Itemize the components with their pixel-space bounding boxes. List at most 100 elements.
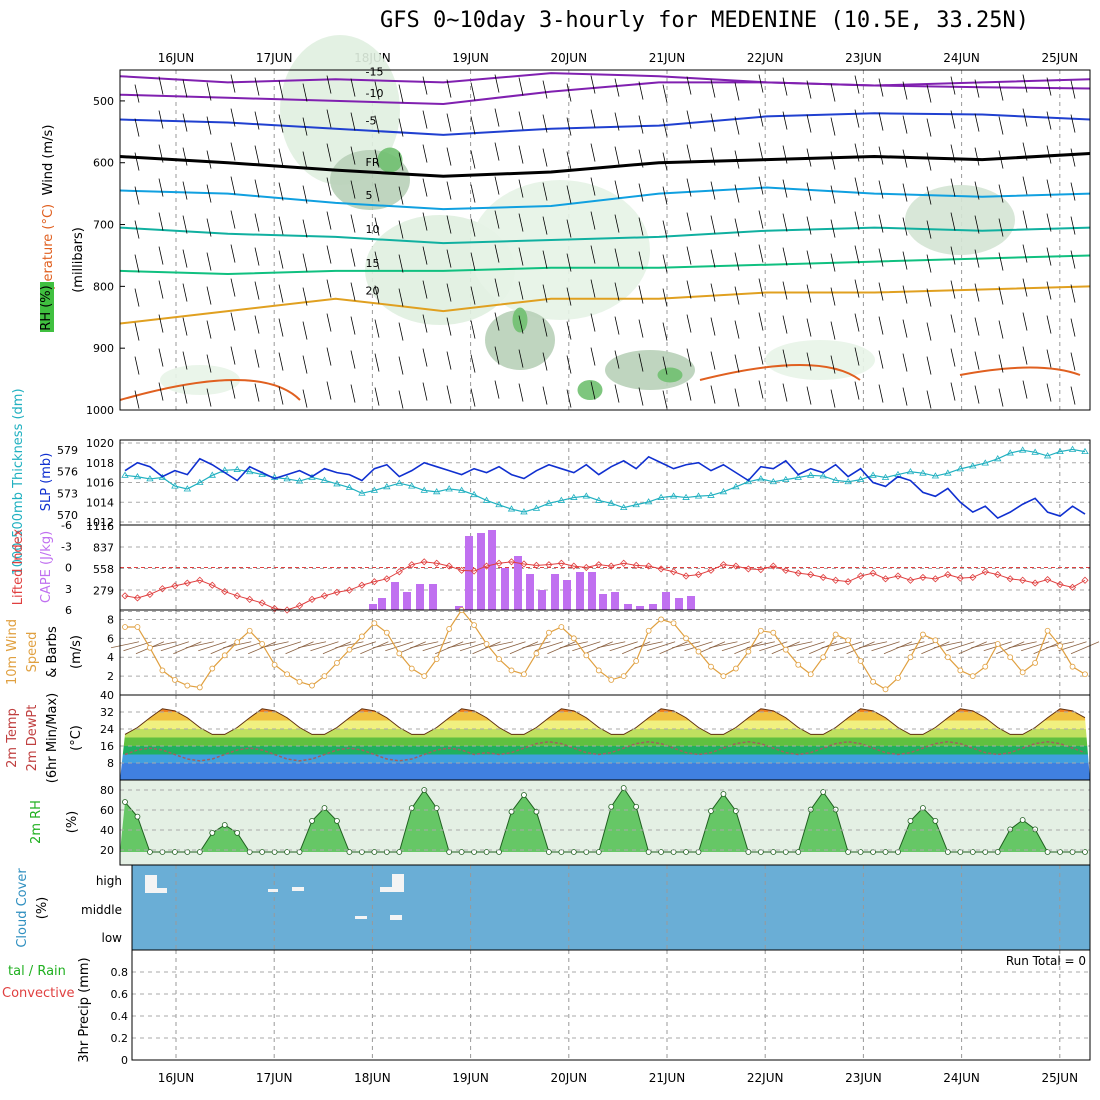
day-label-top: 19JUN [452, 51, 489, 65]
wind-barb [374, 81, 380, 100]
thickness-point [495, 500, 503, 508]
wind-barb [206, 286, 212, 305]
wind-barb [326, 211, 332, 230]
thickness-point [121, 471, 129, 478]
wind-barb [638, 353, 644, 372]
rh-shading [605, 350, 695, 390]
rh-point [122, 799, 128, 805]
wind-barb [974, 283, 980, 302]
wind-barb [878, 248, 884, 267]
wind-barb [902, 353, 908, 372]
cape-bar [391, 582, 399, 610]
rh-point [857, 849, 864, 855]
wind-barb [158, 280, 164, 299]
run-total-label: Run Total = 0 [1006, 954, 1086, 968]
wind-barb [590, 381, 596, 400]
wind-barb [350, 316, 356, 335]
rh-point [595, 849, 602, 855]
thickness-point [408, 482, 416, 489]
wind-barb [230, 74, 236, 93]
day-label-bottom: 18JUN [354, 1071, 391, 1085]
thickness-point [557, 496, 566, 503]
thickness-point [432, 488, 441, 495]
isotherm-10 [119, 226, 1091, 245]
li-point [171, 582, 179, 590]
thickness-point [657, 493, 665, 500]
wind-barb [302, 321, 308, 340]
wind-barb-10m [447, 641, 476, 649]
wind-barb [206, 252, 212, 271]
wind-barb [302, 287, 308, 306]
rh-point [483, 849, 490, 855]
temp-band [120, 712, 1090, 721]
wind-barb [326, 245, 332, 264]
wind-barb [446, 215, 452, 234]
thickness-point [196, 478, 204, 485]
wind-speed-point [408, 665, 415, 672]
wind-barb [638, 149, 644, 168]
wind-barb [302, 389, 308, 408]
wind-barb [158, 382, 164, 401]
wind-barb [182, 147, 188, 166]
cape-bar [538, 590, 546, 610]
temp-band [120, 695, 1090, 704]
ylabel-2m-rh: 2m RH [29, 800, 44, 844]
wind-barb [782, 145, 788, 164]
wind-barb [398, 390, 404, 409]
wind-barb-10m [858, 641, 888, 649]
thickness-point [669, 492, 678, 499]
wind-barb [710, 215, 716, 234]
cape-bar [636, 606, 644, 610]
cape-bar [429, 584, 437, 610]
wind-barb [686, 280, 692, 299]
cloud-block [390, 915, 402, 920]
wind-barb [782, 77, 788, 96]
wind-speed-point [670, 620, 677, 627]
wind-barb [230, 210, 236, 229]
precip-tick: 0.8 [111, 966, 129, 979]
day-label-bottom: 22JUN [747, 1071, 784, 1085]
wind-barb [710, 317, 716, 336]
cape-bar [551, 574, 559, 610]
li-point [1068, 583, 1077, 591]
wind-barb [710, 181, 716, 200]
wind-speed-point [645, 627, 652, 634]
wind-speed-point [882, 686, 889, 693]
day-label-bottom: 21JUN [649, 1071, 686, 1085]
cloud-block [155, 888, 167, 893]
wind-barb [614, 248, 620, 267]
wind-barb [710, 147, 716, 166]
wind-barb-10m [497, 641, 526, 652]
wind-barb [638, 217, 644, 236]
wind-speed-point [595, 667, 602, 674]
wind-barb [1070, 216, 1076, 235]
li-point [757, 566, 765, 574]
rh-shading [765, 340, 875, 380]
li-point [969, 573, 977, 581]
wind-barb [302, 151, 308, 170]
wind-barb [494, 176, 500, 195]
wind-barb [230, 278, 236, 297]
wind-speed-point [583, 652, 590, 659]
rh-point [745, 849, 752, 855]
isotherm--5 [119, 112, 1091, 136]
thickness-point [457, 486, 466, 493]
rh-point [221, 822, 228, 828]
wind-barb [974, 351, 980, 370]
wind-tick: 2 [107, 670, 114, 683]
wind-barb [422, 280, 428, 299]
wind-barb [134, 152, 140, 171]
wind-barb [878, 78, 884, 97]
rh-point [1082, 849, 1088, 855]
li-point [657, 565, 665, 573]
wind-speed-point [122, 624, 128, 630]
ylabel-total-rain: tal / Rain [8, 964, 66, 979]
thickness-point [931, 472, 940, 479]
wind-barb [830, 185, 836, 204]
wind-barb [158, 76, 164, 95]
li-point [121, 592, 129, 600]
wind-speed-point [1032, 659, 1039, 666]
wind-barb [854, 279, 860, 298]
wind-barb [902, 183, 908, 202]
wind-barb [1070, 352, 1076, 371]
